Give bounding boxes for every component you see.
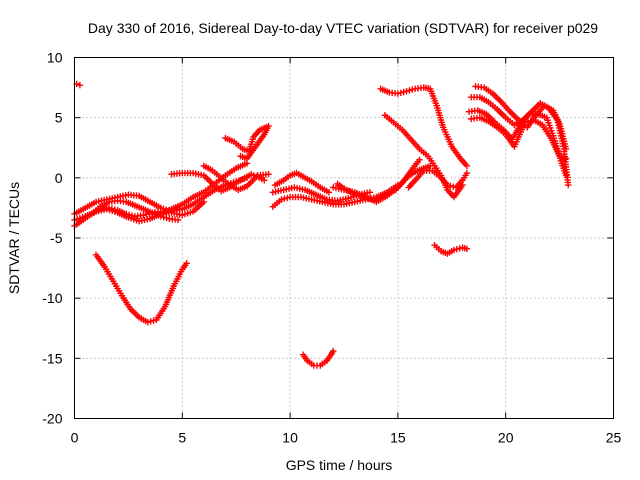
series-arc-i xyxy=(271,169,333,196)
data-point xyxy=(278,196,285,203)
y-tick-label: -20 xyxy=(42,411,62,427)
data-point xyxy=(147,318,154,325)
y-tick-label: 0 xyxy=(55,170,63,186)
y-tick-label: 5 xyxy=(55,110,63,126)
data-point xyxy=(111,206,118,213)
series-arc-o xyxy=(405,167,471,191)
data-point xyxy=(284,194,291,202)
series-arc-f xyxy=(200,162,272,194)
data-point xyxy=(565,181,572,189)
x-axis-label: GPS time / hours xyxy=(286,457,393,473)
data-point xyxy=(325,189,333,196)
data-point xyxy=(123,210,130,218)
data-point xyxy=(397,89,404,96)
y-tick-label: -15 xyxy=(42,350,62,366)
data-point xyxy=(125,211,133,218)
x-tick-label: 5 xyxy=(178,430,186,446)
series-arc-t xyxy=(468,94,572,189)
y-axis-label: SDTVAR / TECUs xyxy=(6,182,22,294)
data-point xyxy=(160,213,167,221)
data-point xyxy=(453,246,461,253)
y-tick-label: -5 xyxy=(50,230,63,246)
series-arc-m xyxy=(377,84,471,169)
data-point xyxy=(237,152,244,160)
data-point xyxy=(416,156,423,163)
data-point xyxy=(394,90,402,97)
chart-title: Day 330 of 2016, Sidereal Day-to-day VTE… xyxy=(88,20,598,36)
x-tick-label: 20 xyxy=(498,430,514,446)
data-point xyxy=(562,172,570,179)
data-point xyxy=(150,317,157,324)
data-point xyxy=(521,119,529,126)
x-tick-label: 25 xyxy=(606,430,622,446)
plot-frame xyxy=(74,57,614,419)
data-point xyxy=(174,216,182,224)
data-point xyxy=(108,205,116,212)
data-point xyxy=(524,118,532,125)
data-point xyxy=(444,181,451,189)
data-point xyxy=(400,88,407,96)
x-tick-label: 0 xyxy=(71,430,79,446)
data-point xyxy=(330,347,337,355)
data-point xyxy=(76,81,84,89)
data-point xyxy=(261,177,268,184)
data-point xyxy=(366,189,374,196)
data-point xyxy=(447,182,454,190)
data-point xyxy=(157,213,164,220)
x-tick-label: 15 xyxy=(390,430,406,446)
data-point xyxy=(105,204,113,212)
series-arc-p xyxy=(431,242,471,257)
series-arc-q xyxy=(299,347,337,369)
series-arc-r xyxy=(92,251,190,326)
data-point xyxy=(409,86,416,93)
series-arc-a xyxy=(71,174,251,218)
x-tick-label: 10 xyxy=(282,430,298,446)
data-point xyxy=(183,260,190,267)
data-point xyxy=(281,195,288,202)
data-point xyxy=(200,198,208,206)
data-point xyxy=(403,87,410,95)
data-point xyxy=(463,162,471,169)
data-point xyxy=(163,214,170,222)
data-point xyxy=(140,211,147,219)
data-point xyxy=(463,169,471,177)
y-tick-label: -10 xyxy=(42,290,62,306)
data-point xyxy=(463,245,471,253)
data-point xyxy=(265,171,272,178)
y-tick-label: 10 xyxy=(47,50,63,66)
axis-ticks: 0 5 10 15 20 25 -20 -15 -10 -5 0 5 10 xyxy=(42,50,621,446)
data-point xyxy=(406,87,413,94)
series-arc-v xyxy=(468,114,570,162)
data-series xyxy=(71,80,572,369)
data-point xyxy=(143,211,150,218)
series-arc-d xyxy=(88,197,182,224)
data-point xyxy=(128,212,136,219)
data-point xyxy=(144,319,152,326)
data-point xyxy=(450,183,457,190)
data-point xyxy=(562,155,570,162)
series-arc-g xyxy=(222,122,272,162)
data-point xyxy=(450,246,458,254)
series-arc-l xyxy=(334,156,423,203)
